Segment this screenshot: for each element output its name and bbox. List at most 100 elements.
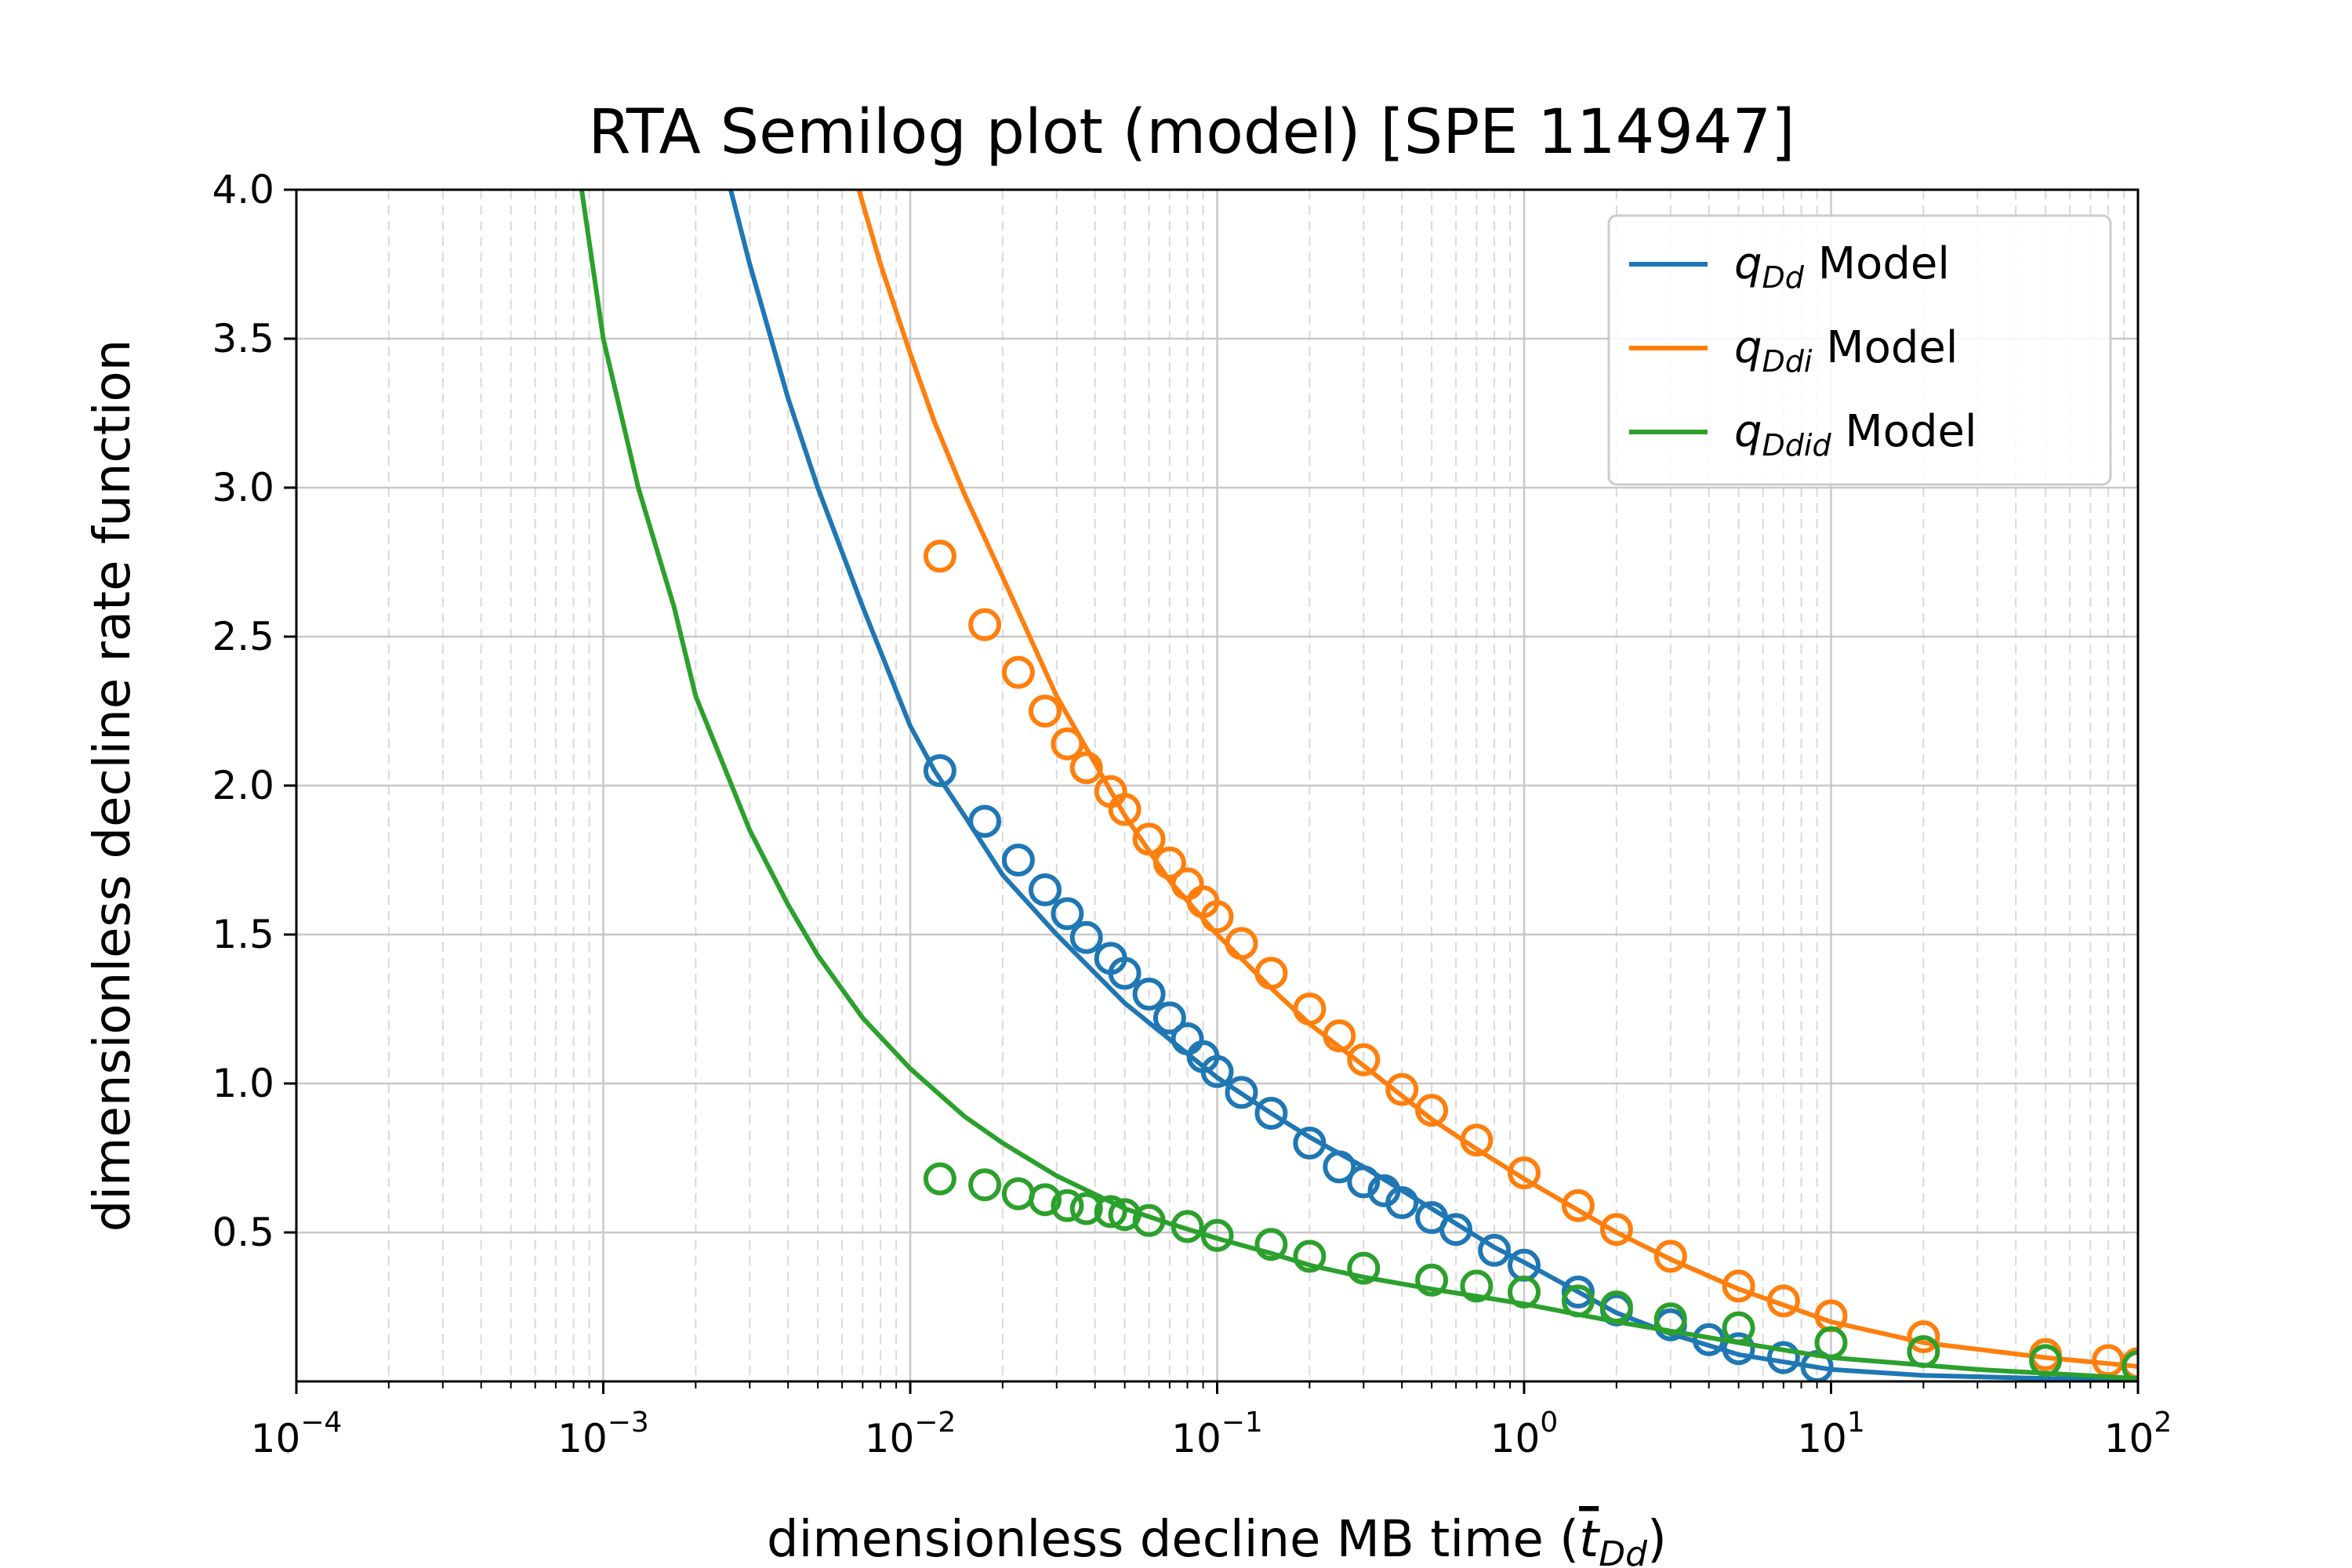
x-tick-label: 10−1 [1171,1406,1263,1461]
data-point [1415,1094,1449,1127]
x-axis-title-symbol: t [1579,1511,1601,1568]
y-tick-label: 2.0 [212,763,274,808]
data-point [1069,920,1103,954]
legend-label: qDdi Model [1734,322,1958,379]
y-tick-label: 0.5 [212,1210,274,1255]
data-point [923,754,956,787]
data-point [923,1162,956,1196]
data-point [1108,793,1142,826]
model-line [856,190,2138,1369]
data-point [1029,873,1062,906]
x-axis-title-subscript: Dd [1599,1534,1648,1568]
data-point [1225,927,1258,960]
data-point [1132,1203,1166,1237]
data-point [1051,727,1084,760]
data-point [1508,1276,1541,1308]
data-point [1347,1165,1381,1199]
y-axis-ticks: 0.5 1.0 1.5 2.0 2.5 3.0 3.5 4.0 [212,167,296,1255]
data-point [1415,1263,1449,1297]
data-point [1347,1043,1381,1076]
data-point [1293,1240,1327,1273]
data-point [2029,1344,2063,1377]
data-point [1460,1269,1494,1303]
y-tick-label: 1.5 [212,912,274,957]
data-point [1152,846,1186,880]
legend-box [1607,214,2112,486]
data-point [1001,655,1035,689]
data-point [1561,1276,1595,1308]
x-tick-label: 101 [1797,1406,1865,1461]
data-point [1478,1233,1512,1267]
y-tick-label: 3.5 [212,316,274,361]
data-point [1051,1189,1084,1222]
x-tick-label: 10−2 [865,1406,956,1461]
data-point [1508,1156,1541,1189]
data-point [1254,1228,1288,1261]
data-point [923,539,956,573]
legend-label: qDd Model [1734,238,1950,295]
data-point [1722,1269,1755,1303]
x-tick-label: 10−3 [557,1406,649,1461]
data-point [1385,1073,1419,1106]
data-point [1766,1341,1800,1374]
data-point [1001,844,1035,877]
data-point [1653,1302,1687,1336]
data-point [1029,695,1062,728]
y-tick-label: 3.0 [212,465,274,510]
series-layer [579,190,2138,1381]
data-point [1094,1195,1127,1229]
data-point [1200,1054,1234,1088]
x-axis-title-close: ) [1647,1511,1667,1568]
data-point [1051,897,1084,931]
y-tick-label: 2.5 [212,614,274,659]
legend-label: qDdid Model [1734,406,1977,463]
data-point [1814,1326,1848,1359]
x-tick-label: 100 [1490,1406,1559,1461]
x-axis-ticks: 10−4 10−3 10−2 10−1 100 101 102 [251,1381,2172,1461]
y-tick-label: 1.0 [212,1061,274,1106]
data-point [968,1168,1002,1202]
data-point [1200,900,1234,934]
data-point [1460,1123,1494,1157]
y-axis-title: dimensionless decline rate function [84,339,142,1232]
x-axis-title-text: dimensionless decline MB time ( [767,1511,1579,1568]
data-point [1069,751,1103,785]
data-point [1069,1192,1103,1225]
data-point [1293,1127,1327,1160]
data-point [1561,1189,1595,1222]
data-point [1722,1311,1755,1345]
data-point [1225,1076,1258,1109]
data-point [1171,1210,1204,1243]
data-point [1599,1213,1633,1247]
data-point [1323,1019,1356,1053]
data-point [1385,1186,1419,1219]
data-point [1907,1335,1940,1368]
data-point [1200,1218,1234,1252]
legend: qDd Model qDdi Model qDdid Model [1607,214,2112,486]
data-point [968,608,1002,641]
data-point [1722,1332,1755,1366]
data-point [1907,1320,1940,1353]
data-point [968,804,1002,838]
data-point [1766,1284,1800,1318]
y-tick-label: 4.0 [212,167,274,212]
data-point [1132,822,1166,856]
data-point [2122,1350,2138,1381]
data-point [1152,1001,1186,1035]
data-point [1599,1290,1633,1323]
data-point [1561,1284,1595,1318]
x-tick-label: 102 [2104,1406,2172,1461]
data-point [1108,956,1142,990]
data-point [1254,1097,1288,1130]
data-point [1132,978,1166,1011]
series-ddid [579,190,2138,1381]
data-point [1293,993,1327,1025]
model-line [579,190,2138,1381]
data-point [1254,956,1288,990]
data-point [1439,1213,1473,1247]
data-point [1029,1183,1062,1217]
chart-title: RTA Semilog plot (model) [SPE 114947] [588,97,1795,168]
data-point [1653,1240,1687,1273]
